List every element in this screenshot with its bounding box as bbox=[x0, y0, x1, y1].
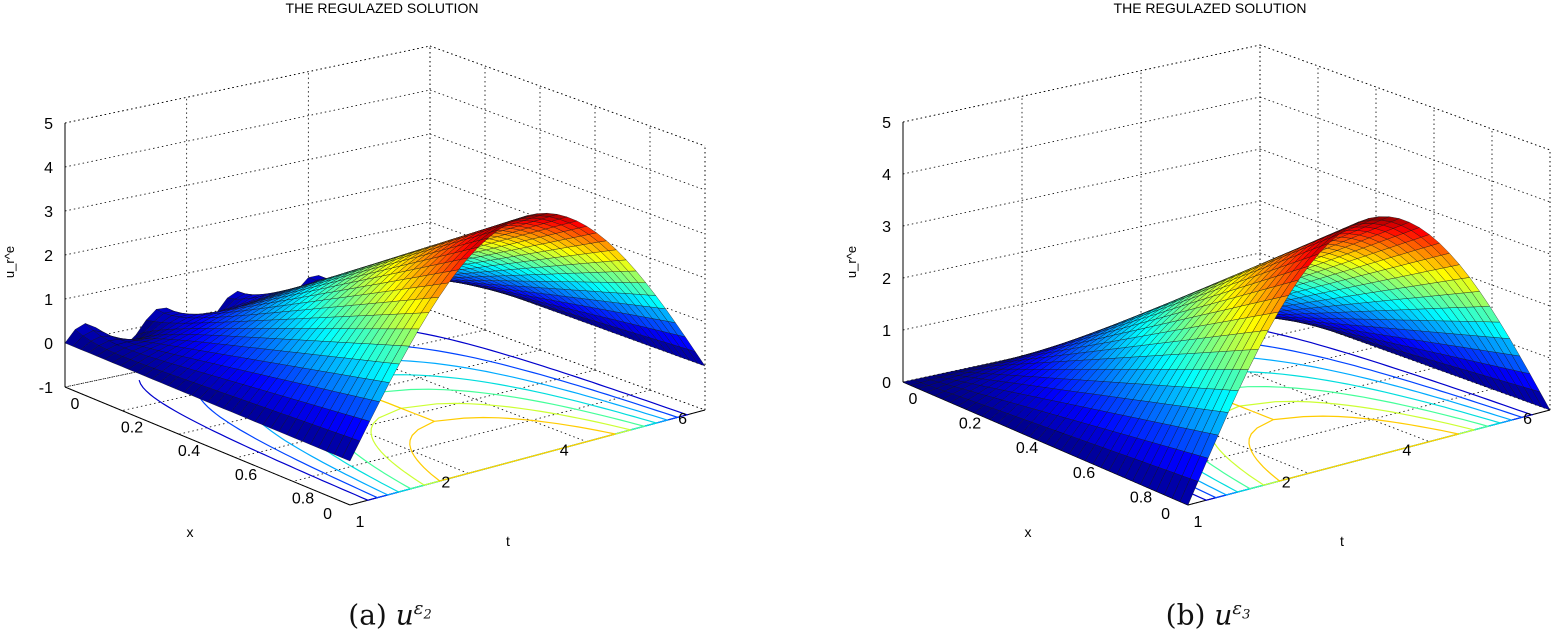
caption-math: u bbox=[395, 598, 414, 632]
t-tick-label: 0.8 bbox=[292, 490, 314, 507]
t-tick-label: 1 bbox=[356, 514, 365, 531]
t-tick-label: 0.8 bbox=[1130, 489, 1152, 506]
t-tick-label: 0 bbox=[909, 391, 918, 408]
t-tick-label: 0.2 bbox=[121, 420, 143, 437]
surface-plot-a: THE REGULAZED SOLUTION -1 0 1 2 3 4 5 0 2 4 6 0 0.2 0… bbox=[2, 0, 706, 549]
z-tick-label: 1 bbox=[882, 323, 891, 340]
chart-panel-a: THE REGULAZED SOLUTION -1 0 1 2 3 4 5 0 2 4 6 0 0.2 0… bbox=[0, 0, 780, 631]
z-tick-label: 0 bbox=[882, 375, 891, 392]
z-axis-label: u_r^e bbox=[844, 246, 859, 278]
t-tick-label: 1 bbox=[1194, 514, 1203, 531]
x-axis-label: x bbox=[187, 524, 194, 540]
caption-sub: 2 bbox=[423, 607, 432, 623]
surface-mesh bbox=[64, 213, 706, 462]
caption-math: u bbox=[1214, 598, 1233, 632]
caption-label: (b) bbox=[1165, 598, 1206, 632]
t-tick-label: 0.2 bbox=[959, 416, 981, 433]
z-tick-label: 5 bbox=[44, 116, 53, 133]
z-tick-label: 4 bbox=[44, 160, 53, 177]
z-tick-label: 4 bbox=[882, 167, 891, 184]
caption-sub: 3 bbox=[1242, 607, 1251, 623]
t-tick-label: 0.6 bbox=[235, 467, 257, 484]
z-tick-label: 3 bbox=[882, 219, 891, 236]
caption-label: (a) bbox=[348, 598, 387, 632]
x-tick-label: 6 bbox=[678, 411, 687, 428]
z-tick-label: -1 bbox=[39, 380, 53, 397]
z-tick-label: 0 bbox=[44, 336, 53, 353]
z-tick-label: 2 bbox=[44, 248, 53, 265]
t-axis-label: t bbox=[506, 533, 510, 549]
surface-mesh bbox=[902, 216, 1551, 506]
z-tick-label: 5 bbox=[882, 115, 891, 132]
chart-title: THE REGULAZED SOLUTION bbox=[286, 0, 479, 16]
x-tick-label: 0 bbox=[1161, 506, 1170, 523]
t-tick-label: 0 bbox=[71, 396, 80, 413]
caption-sup: ε bbox=[1232, 598, 1243, 619]
x-tick-label: 0 bbox=[323, 506, 332, 523]
x-tick-label: 6 bbox=[1523, 411, 1532, 428]
z-tick-label: 1 bbox=[44, 292, 53, 309]
tick-labels: 0 1 2 3 4 5 0 2 4 6 0 0.2 0.4 0.6 0.8 1 bbox=[882, 115, 1532, 531]
x-tick-label: 4 bbox=[560, 443, 569, 460]
caption-b: (b) uε3 bbox=[818, 598, 1560, 631]
x-tick-label: 2 bbox=[441, 474, 450, 491]
tick-labels: -1 0 1 2 3 4 5 0 2 4 6 0 0.2 0.4 0.6 0.8 1 bbox=[39, 116, 687, 531]
t-tick-label: 0.6 bbox=[1073, 465, 1095, 482]
x-tick-label: 2 bbox=[1282, 474, 1291, 491]
z-axis-label: u_r^e bbox=[2, 246, 17, 278]
t-tick-label: 0.4 bbox=[1016, 440, 1038, 457]
z-tick-label: 3 bbox=[44, 204, 53, 221]
chart-panel-b: THE REGULAZED SOLUTION 0 1 2 3 4 5 0 2 4 6 0 0.2 0.4… bbox=[780, 0, 1560, 635]
x-axis-label: x bbox=[1025, 524, 1032, 540]
t-tick-label: 0.4 bbox=[178, 443, 200, 460]
t-axis-label: t bbox=[1340, 533, 1344, 549]
caption-a: (a) uε2 bbox=[0, 598, 780, 631]
surface-plot-b: THE REGULAZED SOLUTION 0 1 2 3 4 5 0 2 4 6 0 0.2 0.4… bbox=[844, 0, 1551, 549]
x-tick-label: 4 bbox=[1402, 443, 1411, 460]
caption-sup: ε bbox=[413, 598, 424, 619]
chart-title: THE REGULAZED SOLUTION bbox=[1114, 0, 1307, 16]
z-tick-label: 2 bbox=[882, 271, 891, 288]
